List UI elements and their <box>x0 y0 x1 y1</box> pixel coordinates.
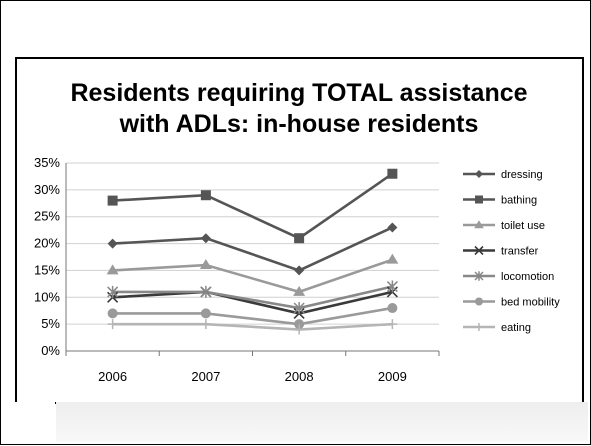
data-point-bathing <box>387 168 398 179</box>
y-tick-label: 15% <box>34 262 60 277</box>
legend-marker <box>474 220 484 229</box>
data-point-eating <box>387 319 398 330</box>
y-tick-label: 10% <box>34 289 60 304</box>
legend-marker <box>475 323 483 331</box>
legend-label: toilet use <box>501 220 545 232</box>
legend-label: bathing <box>501 195 537 207</box>
series-line-dressing <box>112 226 393 272</box>
series-line-locomotion <box>112 285 393 310</box>
data-point-locomotion <box>293 302 305 315</box>
data-point-locomotion <box>200 285 212 298</box>
legend-marker <box>475 195 483 204</box>
series-line-toilet-use <box>112 258 393 294</box>
x-tick-label: 2007 <box>191 369 220 384</box>
data-point-dressing <box>107 238 118 249</box>
data-point-bathing <box>107 195 118 206</box>
y-tick-label: 0% <box>41 343 60 358</box>
data-point-toilet-use <box>199 259 212 270</box>
x-tick-label: 2006 <box>98 369 127 384</box>
data-point-bed-mobility <box>294 319 305 330</box>
y-tick-label: 20% <box>34 236 60 251</box>
data-point-bathing <box>200 190 211 201</box>
data-point-locomotion <box>386 280 398 293</box>
data-point-bed-mobility <box>200 308 211 319</box>
legend-label: bed mobility <box>501 297 560 309</box>
chart-title-line-1: Residents requiring TOTAL assistance <box>70 79 527 107</box>
data-point-bathing <box>294 233 305 244</box>
data-point-toilet-use <box>386 253 399 264</box>
data-point-eating <box>107 319 118 330</box>
legend-label: locomotion <box>501 271 554 283</box>
data-point-eating <box>200 319 211 330</box>
x-tick-label: 2009 <box>378 369 407 384</box>
data-point-locomotion <box>107 285 119 298</box>
slide-shadow-gap <box>11 402 55 442</box>
series-line-eating <box>112 322 393 331</box>
y-tick-label: 5% <box>41 316 60 331</box>
y-tick-label: 25% <box>34 209 60 224</box>
data-point-eating <box>294 324 305 335</box>
legend-label: eating <box>501 322 531 334</box>
legend-label: transfer <box>501 246 539 258</box>
slide-shadow <box>56 402 588 442</box>
legend-marker <box>475 170 483 178</box>
legend-marker <box>475 297 483 306</box>
data-point-dressing <box>200 233 211 244</box>
chart-title-line-2: with ADLs: in-house residents <box>119 110 479 138</box>
series-line-bathing <box>112 172 394 240</box>
series-line-bed-mobility <box>112 306 393 326</box>
series-line-transfer <box>112 290 393 315</box>
data-point-toilet-use <box>293 285 306 296</box>
x-tick-label: 2008 <box>285 369 314 384</box>
data-point-bed-mobility <box>107 308 118 319</box>
data-point-bed-mobility <box>387 303 398 314</box>
y-tick-label: 35% <box>34 155 60 170</box>
chart-frame <box>15 57 584 404</box>
legend-marker <box>474 245 484 256</box>
y-tick-label: 30% <box>34 182 60 197</box>
data-point-dressing <box>294 265 305 276</box>
data-point-dressing <box>387 222 398 233</box>
legend-label: dressing <box>501 169 543 181</box>
data-point-toilet-use <box>106 264 119 275</box>
legend-marker <box>474 271 484 281</box>
